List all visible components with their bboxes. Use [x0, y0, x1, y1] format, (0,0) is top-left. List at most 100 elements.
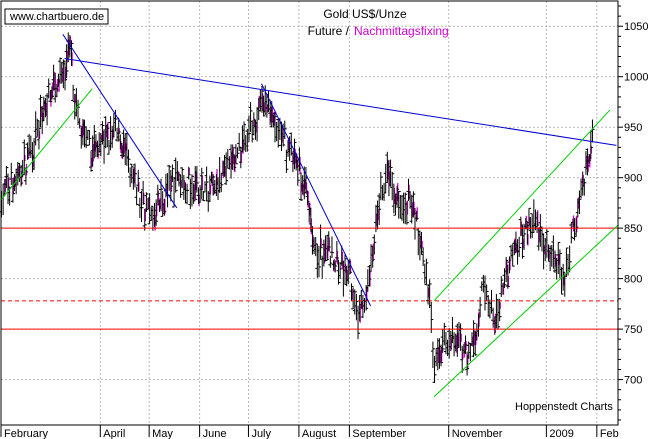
ohlc-bar — [59, 61, 64, 84]
ohlc-bar — [62, 60, 67, 91]
ohlc-bar — [588, 130, 593, 160]
ohlc-bar — [316, 245, 321, 278]
ohlc-bar — [414, 207, 419, 222]
ohlc-bar — [72, 93, 77, 120]
ohlc-bar — [118, 134, 123, 153]
ohlc-bar — [196, 187, 201, 206]
ohlc-bar — [51, 64, 56, 91]
ohlc-bar — [15, 161, 20, 186]
ohlc-bar — [199, 167, 204, 199]
support-lines — [1, 227, 618, 330]
ohlc-bar — [33, 111, 38, 146]
chart-title: Gold US$/Unze — [323, 7, 407, 21]
ohlc-bar — [58, 57, 63, 84]
site-label: www.chartbuero.de — [9, 11, 104, 23]
ohlc-bar — [329, 236, 334, 258]
ohlc-bar — [297, 147, 302, 174]
ohlc-bar — [173, 157, 178, 193]
ohlc-bar — [569, 222, 574, 244]
ohlc-bar — [224, 152, 229, 185]
ohlc-bar — [372, 234, 377, 255]
ohlc-bar — [465, 351, 470, 376]
ohlc-bar — [442, 322, 447, 346]
y-tick-label: 900 — [624, 173, 642, 185]
ohlc-bar — [214, 169, 219, 197]
ohlc-bar — [253, 120, 258, 140]
ohlc-bar — [132, 163, 137, 188]
ohlc-bar — [359, 289, 364, 310]
ohlc-bar — [185, 183, 190, 205]
x-tick-label: May — [152, 428, 173, 439]
ohlc-bar — [295, 159, 300, 186]
ohlc-bar — [9, 162, 14, 186]
ohlc-bar — [430, 341, 435, 369]
ohlc-bar — [123, 133, 128, 165]
ohlc-bar — [421, 247, 426, 267]
trend-lines — [0, 34, 619, 398]
ohlc-bar — [553, 250, 558, 273]
x-tick-label: August — [302, 428, 336, 439]
ohlc-bar — [517, 236, 522, 257]
ohlc-bar — [439, 344, 444, 367]
y-tick-label: 1000 — [624, 72, 648, 84]
ohlc-bar — [178, 174, 183, 198]
ohlc-bar — [146, 197, 151, 210]
ohlc-bar — [142, 208, 147, 231]
ohlc-bar — [113, 109, 118, 132]
plot-frame — [0, 0, 619, 426]
ohlc-bar — [232, 154, 237, 173]
ohlc-bar — [116, 117, 121, 142]
ohlc-bar — [378, 171, 383, 201]
x-axis: February April May June July August September N… — [0, 425, 619, 439]
ohlc-bar — [377, 193, 382, 225]
ohlc-bar — [471, 320, 476, 358]
ohlc-bar — [526, 207, 531, 230]
ohlc-bar — [574, 215, 579, 237]
ohlc-bar — [484, 284, 489, 301]
ohlc-bar — [201, 191, 206, 202]
ohlc-bar — [194, 165, 199, 193]
ohlc-bar — [160, 191, 165, 217]
ohlc-bar — [343, 254, 348, 285]
ohlc-bar — [388, 159, 393, 187]
downtrend-line — [64, 58, 617, 146]
ohlc-bar — [48, 90, 53, 107]
ohlc-bar — [233, 144, 238, 165]
ohlc-bar — [390, 171, 395, 201]
ohlc-bar — [507, 256, 512, 274]
ohlc-bar — [64, 44, 69, 78]
ohlc-bar — [46, 78, 51, 99]
credit-label: Hoppenstedt Charts — [515, 401, 613, 413]
x-tick-label: 2009 — [549, 428, 573, 439]
ohlc-bar — [375, 200, 380, 230]
ohlc-bar — [235, 147, 240, 159]
ohlc-bar — [36, 120, 41, 150]
ohlc-bar — [325, 234, 330, 261]
ohlc-bar — [497, 298, 502, 322]
ohlc-bar — [463, 335, 468, 355]
ohlc-bar — [310, 226, 315, 255]
ohlc-bar — [144, 192, 149, 212]
ohlc-bar — [535, 210, 540, 233]
ohlc-bar — [473, 330, 478, 356]
ohlc-bar — [35, 118, 40, 137]
ohlc-bar — [539, 226, 544, 252]
ohlc-bar — [248, 101, 253, 132]
ohlc-bar — [41, 96, 46, 121]
ohlc-bar — [136, 169, 141, 192]
ohlc-bar — [282, 120, 287, 140]
x-tick-label: September — [352, 428, 406, 439]
ohlc-bar — [139, 190, 144, 223]
ohlc-bar — [582, 178, 587, 196]
ohlc-bar — [268, 99, 273, 125]
ohlc-bar — [305, 190, 310, 208]
downtrend-line — [261, 83, 371, 307]
ohlc-bar — [429, 301, 434, 334]
ohlc-bar — [347, 258, 352, 275]
ohlc-bar — [131, 167, 136, 190]
ohlc-bar — [155, 184, 160, 206]
ohlc-bar — [162, 198, 167, 216]
channel-line — [433, 109, 611, 302]
ohlc-bar — [80, 119, 85, 146]
